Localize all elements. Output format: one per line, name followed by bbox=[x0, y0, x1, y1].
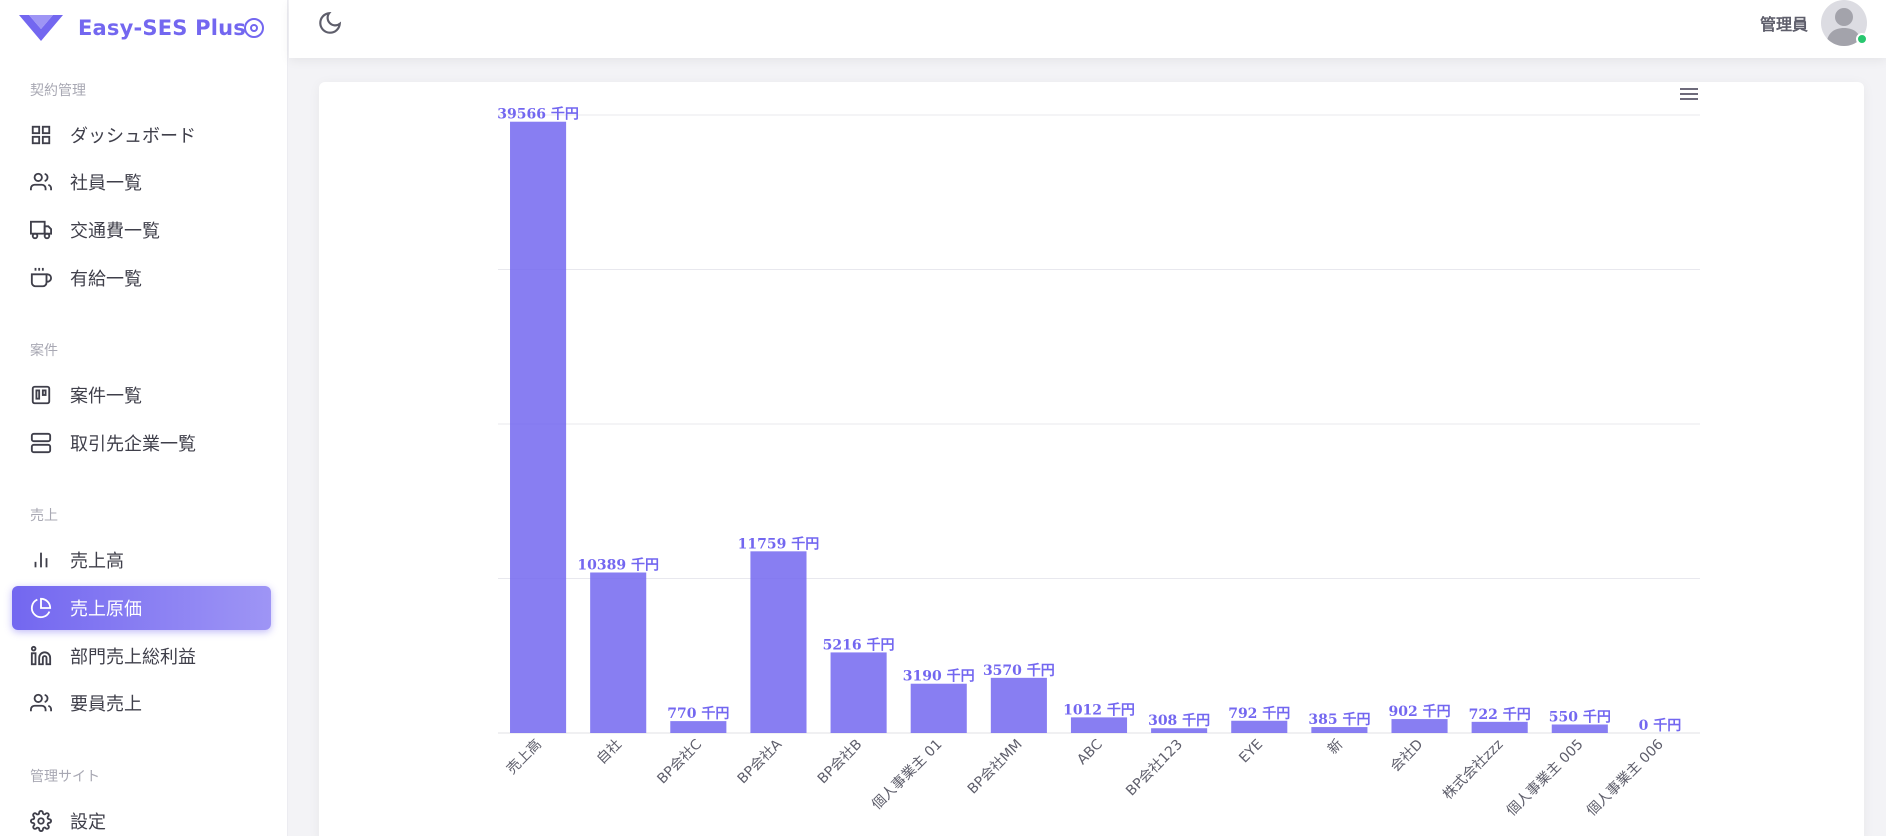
users-icon bbox=[29, 170, 53, 194]
bar[interactable] bbox=[750, 551, 807, 733]
chart-menu-icon[interactable] bbox=[1680, 86, 1698, 102]
linkedin-icon bbox=[29, 644, 53, 668]
nav-item-label: 案件一覧 bbox=[70, 386, 142, 407]
server-icon bbox=[29, 431, 53, 455]
bar-chart-icon bbox=[29, 548, 53, 572]
pie-chart-icon bbox=[29, 596, 53, 620]
nav-item-dashboard[interactable]: ダッシュボード bbox=[12, 113, 271, 157]
brand-name: Easy-SES Plus bbox=[78, 16, 246, 40]
brand[interactable]: Easy-SES Plus bbox=[19, 10, 279, 46]
coffee-icon bbox=[29, 266, 53, 290]
nav-item-label: 要員売上 bbox=[70, 694, 142, 715]
nav-item-staff-sales[interactable]: 要員売上 bbox=[12, 681, 271, 725]
bar[interactable] bbox=[510, 121, 567, 733]
nav-item-clients[interactable]: 取引先企業一覧 bbox=[12, 421, 271, 465]
nav-item-settings[interactable]: 設定 bbox=[12, 799, 271, 836]
avatar-icon[interactable] bbox=[1821, 0, 1867, 46]
section-title-projects: 案件 bbox=[30, 343, 58, 359]
bar[interactable] bbox=[990, 677, 1047, 733]
nav-item-cost-of-sales[interactable]: 売上原価 bbox=[12, 586, 271, 630]
bar[interactable] bbox=[1311, 727, 1368, 733]
nav-item-label: 売上原価 bbox=[70, 599, 142, 620]
bar[interactable] bbox=[1551, 724, 1608, 733]
nav-item-label: 売上高 bbox=[70, 551, 124, 572]
sidebar: Easy-SES Plus 契約管理 ダッシュボード 社員一覧 交通費一覧 有給… bbox=[0, 0, 288, 836]
nav-item-sales[interactable]: 売上高 bbox=[12, 538, 271, 582]
nav-item-label: 有給一覧 bbox=[70, 269, 142, 290]
users-icon bbox=[29, 691, 53, 715]
settings-icon bbox=[29, 809, 53, 833]
bar[interactable] bbox=[1151, 728, 1208, 733]
nav-item-department-profit[interactable]: 部門売上総利益 bbox=[12, 634, 271, 678]
trello-icon bbox=[29, 383, 53, 407]
bar[interactable] bbox=[1391, 719, 1448, 733]
bar[interactable] bbox=[1471, 721, 1528, 733]
nav-item-label: 部門売上総利益 bbox=[70, 647, 196, 668]
moon-icon[interactable] bbox=[317, 10, 343, 36]
sidebar-toggle-icon[interactable] bbox=[242, 16, 266, 40]
user-name[interactable]: 管理員 bbox=[1760, 15, 1809, 34]
bar[interactable] bbox=[910, 683, 967, 733]
grid-icon bbox=[29, 123, 53, 147]
section-title-admin: 管理サイト bbox=[30, 769, 100, 785]
section-title-contract: 契約管理 bbox=[30, 83, 86, 99]
chart-card bbox=[319, 82, 1864, 836]
truck-icon bbox=[29, 218, 53, 242]
bar[interactable] bbox=[670, 721, 727, 733]
bar[interactable] bbox=[590, 572, 647, 733]
nav-item-label: 設定 bbox=[70, 812, 106, 833]
bar[interactable] bbox=[1231, 720, 1288, 733]
nav-item-projects[interactable]: 案件一覧 bbox=[12, 373, 271, 417]
top-navbar: 管理員 bbox=[289, 0, 1886, 58]
nav-item-label: 交通費一覧 bbox=[70, 221, 160, 242]
nav-item-label: 社員一覧 bbox=[70, 173, 142, 194]
nav-item-label: 取引先企業一覧 bbox=[70, 434, 196, 455]
bar[interactable] bbox=[1070, 717, 1128, 733]
bar[interactable] bbox=[830, 652, 887, 733]
nav-item-label: ダッシュボード bbox=[70, 126, 196, 147]
nav-item-paid-leave[interactable]: 有給一覧 bbox=[12, 256, 271, 300]
online-status-dot bbox=[1856, 33, 1868, 45]
nav-item-employees[interactable]: 社員一覧 bbox=[12, 160, 271, 204]
brand-logo-icon bbox=[19, 15, 63, 41]
nav-item-transport[interactable]: 交通費一覧 bbox=[12, 208, 271, 252]
section-title-sales: 売上 bbox=[30, 508, 58, 524]
